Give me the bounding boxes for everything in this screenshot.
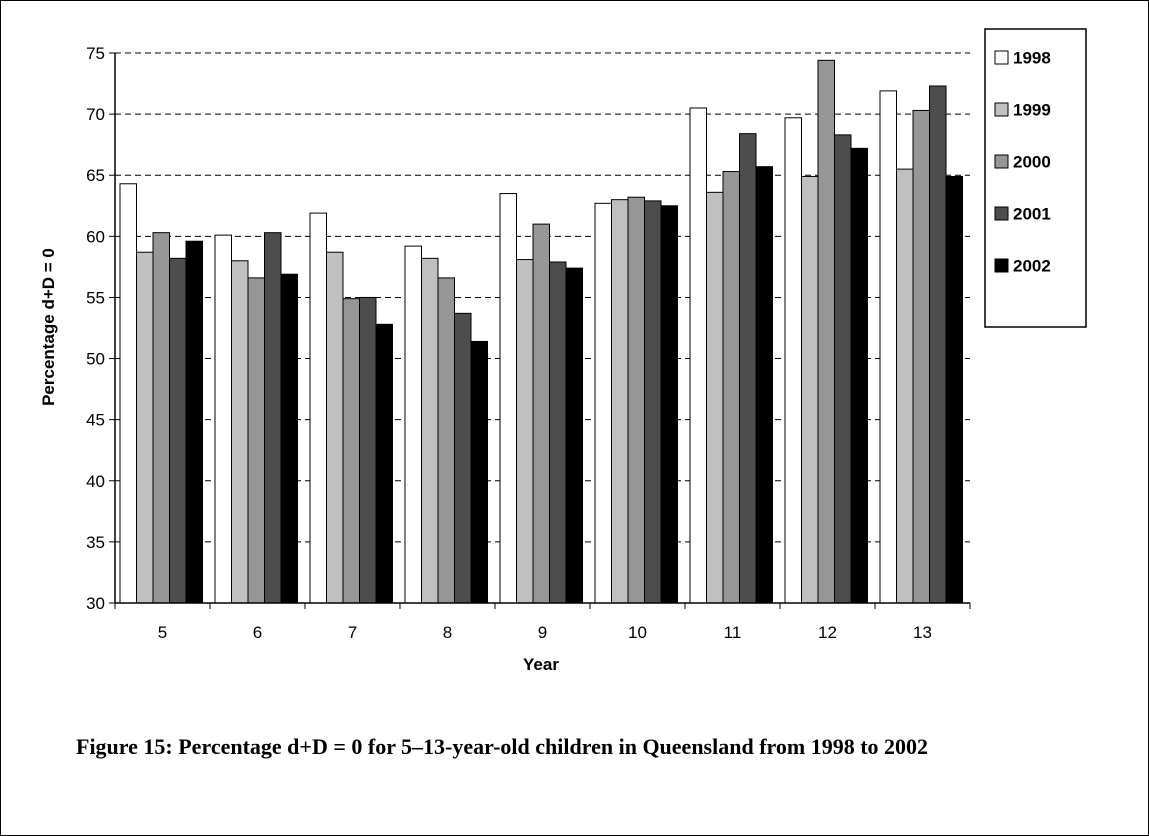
bar-1998-10 xyxy=(594,202,612,604)
bar-2001-5 xyxy=(169,257,187,604)
x-tick-label: 7 xyxy=(348,623,357,642)
x-tick-label: 6 xyxy=(253,623,262,642)
y-tick-label: 45 xyxy=(86,411,105,430)
y-tick-label: 70 xyxy=(86,105,105,124)
bar-2002-5 xyxy=(185,240,203,604)
bar-2002-8 xyxy=(470,340,488,604)
bar-1999-9 xyxy=(516,259,534,604)
x-tick-label: 5 xyxy=(158,623,167,642)
x-tick-label: 10 xyxy=(628,623,647,642)
legend-box xyxy=(984,28,1087,328)
x-tick-label: 9 xyxy=(538,623,547,642)
bar-2001-11 xyxy=(739,133,757,604)
legend-swatch-1999 xyxy=(994,102,1009,117)
bar-1998-7 xyxy=(309,212,327,604)
legend: 1998 1999 2000 2001 2002 xyxy=(984,28,1087,328)
bar-2002-6 xyxy=(280,273,298,604)
y-tick-label: 75 xyxy=(86,44,105,63)
bar-1999-7 xyxy=(326,251,344,604)
bar-2000-8 xyxy=(437,277,455,604)
y-tick-label: 65 xyxy=(86,166,105,185)
bar-2000-13 xyxy=(912,109,930,604)
y-axis-title: Percentage d+D = 0 xyxy=(39,248,58,406)
bar-2000-6 xyxy=(247,277,265,604)
bar-2000-9 xyxy=(532,223,550,604)
y-tick-label: 30 xyxy=(86,594,105,613)
x-axis-title: Year xyxy=(523,655,559,674)
bar-2001-12 xyxy=(834,134,852,604)
y-tick-label: 60 xyxy=(86,227,105,246)
legend-swatch-2001 xyxy=(994,206,1009,221)
bar-chart: 30 35 40 45 50 55 60 65 70 75 5 6 7 8 9 10 11 12 13 Percen… xyxy=(39,28,1087,674)
bar-1998-6 xyxy=(214,234,232,604)
y-tick-label: 50 xyxy=(86,350,105,369)
bar-2002-7 xyxy=(375,323,393,604)
x-tick-label: 13 xyxy=(913,623,932,642)
bar-2001-10 xyxy=(644,200,662,604)
legend-label-2000: 2000 xyxy=(1013,153,1051,172)
bars xyxy=(119,59,963,604)
bar-1999-11 xyxy=(706,191,724,604)
bar-2000-10 xyxy=(627,196,645,604)
bar-2001-13 xyxy=(929,85,947,604)
bar-2000-7 xyxy=(342,298,360,604)
bar-2000-12 xyxy=(817,59,835,604)
bar-2002-12 xyxy=(850,147,868,604)
bar-2001-8 xyxy=(454,312,472,604)
bar-2002-13 xyxy=(945,175,963,604)
legend-swatch-2002 xyxy=(994,258,1009,273)
y-tick-label: 35 xyxy=(86,533,105,552)
bar-1999-10 xyxy=(611,199,629,604)
bar-2001-9 xyxy=(549,261,567,604)
bar-2002-10 xyxy=(660,205,678,604)
bar-2000-5 xyxy=(152,232,170,604)
bar-2002-11 xyxy=(755,166,773,604)
bar-1998-11 xyxy=(689,107,707,604)
x-tick-label: 8 xyxy=(443,623,452,642)
bar-1999-6 xyxy=(231,260,249,604)
bar-1999-12 xyxy=(801,175,819,604)
legend-label-1999: 1999 xyxy=(1013,101,1051,120)
x-tick-label: 12 xyxy=(818,623,837,642)
axes: 30 35 40 45 50 55 60 65 70 75 5 6 7 8 9 10 11 12 13 xyxy=(86,44,971,642)
x-tick-label: 11 xyxy=(724,623,742,642)
legend-swatch-2000 xyxy=(994,154,1009,169)
bar-1998-9 xyxy=(499,193,517,604)
bar-1999-13 xyxy=(896,168,914,604)
bar-1999-8 xyxy=(421,257,439,604)
figure-caption: Figure 15: Percentage d+D = 0 for 5–13-y… xyxy=(76,734,929,759)
bar-1998-13 xyxy=(879,90,897,604)
legend-label-2002: 2002 xyxy=(1013,257,1051,276)
bar-2001-6 xyxy=(264,232,282,604)
y-tick-label: 40 xyxy=(86,472,105,491)
bar-1999-5 xyxy=(136,251,154,604)
y-tick-label: 55 xyxy=(86,288,105,307)
legend-swatch-1998 xyxy=(994,50,1009,65)
bar-1998-8 xyxy=(404,245,422,604)
bar-1998-5 xyxy=(119,183,137,604)
bar-1998-12 xyxy=(784,117,802,604)
legend-label-2001: 2001 xyxy=(1013,205,1051,224)
legend-label-1998: 1998 xyxy=(1013,49,1051,68)
bar-2000-11 xyxy=(722,171,740,604)
bar-2002-9 xyxy=(565,267,583,604)
bar-2001-7 xyxy=(359,296,377,604)
